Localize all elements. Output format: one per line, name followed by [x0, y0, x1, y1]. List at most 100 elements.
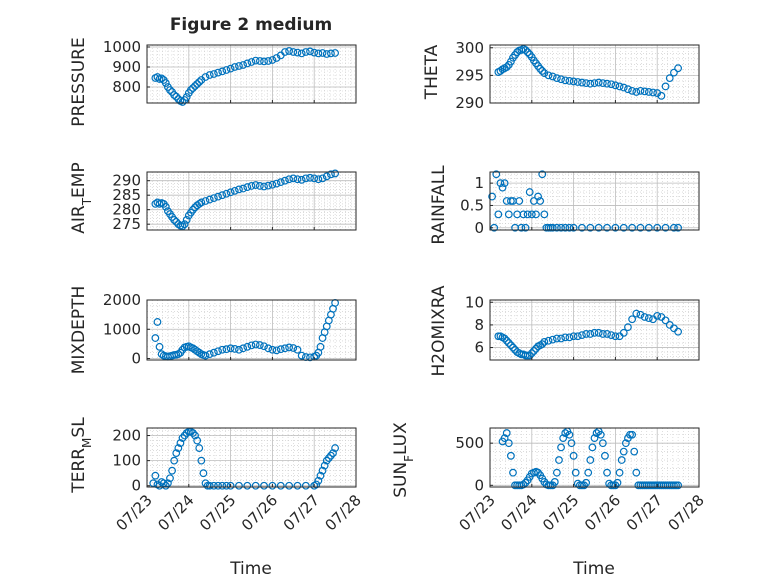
- data-point: [161, 202, 170, 211]
- figure-title: Figure 2 medium: [170, 15, 332, 35]
- data-point: [318, 466, 327, 475]
- data-point: [557, 223, 565, 232]
- data-point: [632, 468, 641, 477]
- y-tick-label: 200: [112, 427, 141, 445]
- data-point: [243, 183, 252, 191]
- axes-box-rainfall: [489, 171, 700, 231]
- data-point: [268, 345, 277, 354]
- data-point: [157, 350, 166, 359]
- data-point: [644, 88, 653, 96]
- data-point: [197, 198, 206, 207]
- data-point: [297, 49, 306, 58]
- data-point: [532, 210, 540, 219]
- data-point: [552, 74, 561, 83]
- data-point: [613, 478, 622, 487]
- data-point: [603, 223, 611, 232]
- data-point: [507, 57, 515, 66]
- data-point: [197, 456, 206, 465]
- y-tick-label: 1: [474, 174, 484, 192]
- data-point: [500, 334, 509, 343]
- data-point: [264, 181, 273, 190]
- data-point: [519, 480, 528, 489]
- data-point: [628, 223, 637, 232]
- y-tick-label: 0.5: [460, 196, 484, 214]
- data-point: [285, 481, 294, 490]
- data-point: [331, 444, 340, 452]
- data-point: [226, 64, 235, 73]
- data-point: [598, 79, 607, 88]
- data-point: [561, 429, 570, 437]
- data-point: [548, 72, 557, 81]
- data-point: [327, 170, 335, 179]
- ylabel-mixdepth: MIXDEPTH: [69, 286, 89, 375]
- data-point: [523, 48, 532, 57]
- data-point: [538, 170, 547, 179]
- data-point: [596, 430, 605, 439]
- data-point: [201, 197, 210, 205]
- data-point: [166, 474, 174, 483]
- y-tick-label: 0: [474, 476, 484, 494]
- data-point: [502, 63, 511, 71]
- data-point: [672, 481, 680, 490]
- data-point: [226, 481, 235, 490]
- data-point: [195, 78, 204, 86]
- data-point: [578, 223, 586, 232]
- data-point: [496, 179, 505, 188]
- data-point: [500, 179, 509, 188]
- data-point: [578, 481, 586, 490]
- data-point: [644, 223, 653, 232]
- data-point: [268, 180, 277, 189]
- data-point: [306, 47, 314, 56]
- data-point: [573, 78, 582, 86]
- data-point: [251, 340, 260, 349]
- data-point: [320, 461, 329, 470]
- data-point: [191, 82, 199, 90]
- data-point: [632, 309, 641, 318]
- data-point: [582, 79, 591, 88]
- data-point: [636, 223, 645, 232]
- data-point: [293, 481, 302, 490]
- data-point: [665, 74, 674, 83]
- data-point: [186, 86, 195, 94]
- data-point: [588, 443, 597, 452]
- data-point: [628, 315, 637, 324]
- data-point: [289, 48, 298, 56]
- data-point: [218, 191, 227, 200]
- data-point: [601, 451, 609, 460]
- data-point: [314, 476, 323, 485]
- data-point: [603, 468, 611, 477]
- data-point: [594, 328, 603, 337]
- ylabel-h2omixra: H2OMIXRA: [429, 285, 449, 376]
- data-point: [670, 481, 678, 490]
- y-tick-label: 1000: [103, 320, 141, 338]
- data-point: [527, 349, 536, 358]
- data-point: [569, 77, 578, 86]
- data-point: [182, 215, 191, 224]
- data-point: [586, 456, 595, 464]
- data-point: [209, 481, 218, 490]
- data-point: [170, 91, 179, 99]
- data-point: [297, 175, 306, 184]
- data-point: [235, 345, 243, 354]
- data-point: [590, 328, 599, 337]
- data-point: [674, 223, 682, 232]
- data-point: [603, 330, 611, 338]
- data-point: [630, 447, 639, 456]
- data-point: [222, 481, 231, 490]
- y-tick-label: 10: [465, 293, 484, 311]
- data-point: [153, 73, 162, 81]
- data-point: [615, 82, 624, 91]
- data-point: [513, 48, 522, 57]
- data-point: [260, 342, 268, 351]
- data-point: [297, 351, 306, 360]
- data-point: [544, 223, 553, 232]
- y-tick-label: 0: [131, 477, 141, 495]
- data-point: [607, 80, 616, 89]
- plot-area-sun-flux: [490, 428, 699, 487]
- data-point: [653, 311, 662, 320]
- data-point: [550, 478, 559, 486]
- data-point: [178, 98, 187, 106]
- data-point: [239, 184, 248, 193]
